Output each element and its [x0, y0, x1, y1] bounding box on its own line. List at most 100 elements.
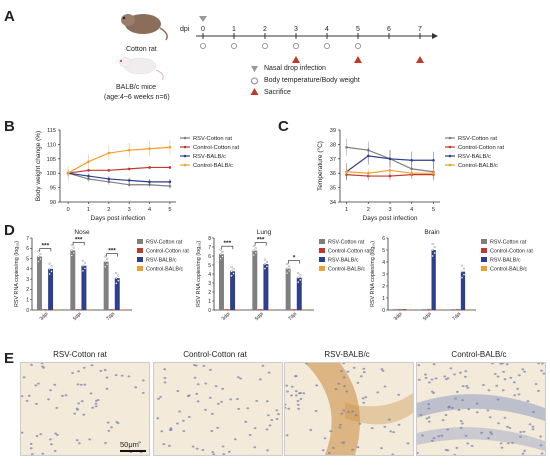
cell-nucleus — [370, 427, 374, 430]
measure-marker — [323, 43, 330, 50]
bar — [269, 309, 274, 310]
cell-nucleus — [383, 385, 387, 388]
cell-nucleus — [47, 398, 50, 401]
bar — [431, 250, 436, 310]
cell-nucleus — [239, 377, 242, 380]
data-dot — [37, 250, 40, 253]
x-tick-label: 2 — [367, 207, 370, 213]
cell-nucleus — [464, 434, 468, 437]
panel-letter-d: D — [4, 222, 15, 239]
cell-nucleus — [421, 434, 424, 437]
stained-region — [305, 363, 360, 455]
cell-nucleus — [339, 423, 342, 426]
cell-nucleus — [212, 453, 216, 455]
cell-nucleus — [464, 375, 467, 378]
cell-nucleus — [427, 403, 431, 406]
cell-nucleus — [267, 371, 271, 374]
cotton-rat-illustration — [121, 14, 168, 41]
cell-nucleus — [182, 430, 186, 433]
cell-nucleus — [380, 368, 384, 371]
data-dot — [297, 281, 300, 284]
cell-nucleus — [519, 435, 522, 438]
data-point — [107, 151, 111, 155]
data-point — [107, 177, 111, 181]
timeline-day-label: 1 — [232, 26, 236, 33]
cell-nucleus — [461, 399, 464, 402]
significance-stars: *** — [224, 240, 232, 247]
cell-nucleus — [417, 378, 421, 381]
data-dot — [72, 246, 75, 249]
cell-nucleus — [27, 394, 31, 397]
cell-nucleus — [267, 414, 270, 417]
cell-nucleus — [214, 385, 218, 388]
cell-nucleus — [266, 400, 269, 403]
bar — [465, 309, 471, 310]
cell-nucleus — [475, 411, 479, 414]
data-dot — [219, 253, 222, 256]
cell-nucleus — [362, 367, 366, 370]
x-tick-label: 1 — [87, 207, 90, 213]
y-tick-label: 37 — [330, 157, 336, 163]
cell-nucleus — [511, 441, 514, 444]
micro-title-1: RSV-Cotton rat — [53, 350, 107, 359]
cell-nucleus — [424, 376, 428, 379]
cell-nucleus — [542, 372, 545, 375]
cell-nucleus — [346, 370, 350, 373]
cell-nucleus — [443, 375, 447, 378]
cell-nucleus — [427, 420, 431, 423]
measure-marker — [261, 43, 268, 50]
cell-nucleus — [427, 407, 431, 410]
data-dot — [299, 278, 302, 281]
cell-nucleus — [236, 398, 239, 400]
cell-nucleus — [427, 416, 431, 419]
cell-nucleus — [305, 363, 308, 365]
timeline-day-label: 5 — [356, 26, 360, 33]
bar — [70, 250, 76, 310]
cell-nucleus — [332, 446, 335, 449]
cell-nucleus — [21, 395, 24, 398]
cell-nucleus — [221, 445, 225, 448]
x-tick-label: 1 — [345, 207, 348, 213]
significance-bracket — [254, 242, 267, 246]
cell-nucleus — [437, 435, 441, 438]
cell-nucleus — [430, 439, 434, 442]
cell-nucleus — [493, 373, 497, 375]
cell-nucleus — [432, 437, 436, 440]
nasal-drop-icon — [251, 66, 258, 72]
micrograph-rsv-balbc — [284, 362, 414, 456]
significance-stars: *** — [75, 236, 83, 243]
bar — [302, 309, 308, 310]
data-point — [148, 180, 151, 184]
cell-nucleus — [376, 391, 380, 394]
cell-nucleus — [176, 422, 179, 425]
cell-nucleus — [323, 437, 327, 440]
data-dot — [232, 272, 235, 275]
y-tick-label: 2 — [26, 287, 29, 293]
legend-marker — [183, 154, 187, 158]
cell-nucleus — [103, 369, 107, 371]
cell-nucleus — [204, 382, 208, 385]
micro-title-4: Control-BALB/c — [451, 350, 507, 359]
cell-nucleus — [334, 388, 338, 391]
legend-swatch — [137, 266, 143, 271]
cell-nucleus — [75, 439, 79, 442]
cell-nucleus — [50, 443, 53, 446]
data-dot — [104, 255, 107, 258]
data-dot — [81, 269, 84, 272]
measure-marker — [199, 43, 206, 50]
y-tick-label: 7 — [208, 245, 211, 251]
cell-nucleus — [78, 442, 81, 445]
data-dot — [254, 251, 257, 254]
cell-nucleus — [540, 363, 544, 365]
data-point — [148, 147, 151, 151]
data-point — [87, 174, 90, 178]
cell-nucleus — [309, 429, 313, 431]
cell-nucleus — [447, 406, 451, 409]
data-dot — [431, 242, 434, 246]
y-tick-label: 3 — [26, 277, 29, 283]
cell-nucleus — [441, 419, 445, 422]
cell-nucleus — [314, 410, 318, 412]
bar — [81, 265, 87, 310]
bar — [120, 309, 126, 310]
bar — [263, 264, 269, 310]
